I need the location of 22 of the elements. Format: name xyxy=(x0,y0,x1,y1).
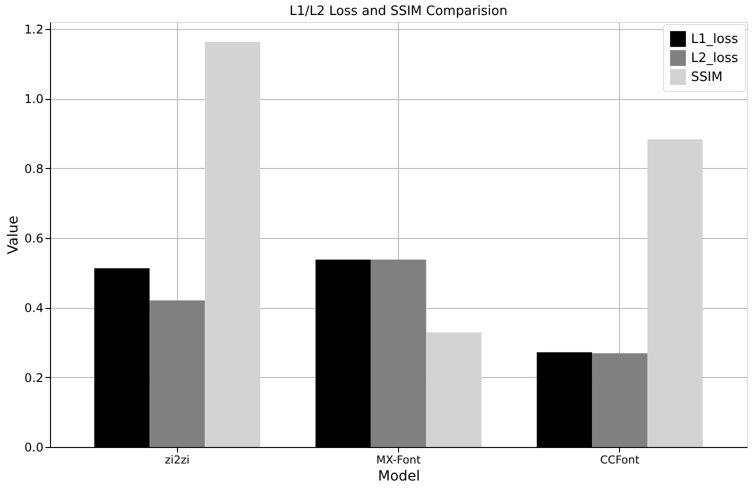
bar xyxy=(150,300,205,447)
bar xyxy=(426,332,482,447)
x-tick-label: MX-Font xyxy=(376,454,422,466)
y-tick-label: 0.2 xyxy=(24,370,44,385)
y-tick-label: 0.0 xyxy=(24,440,44,454)
bar xyxy=(204,42,260,447)
legend-label: L1_loss xyxy=(691,32,738,47)
chart-title: L1/L2 Loss and SSIM Comparision xyxy=(290,4,508,19)
y-tick-label: 0.8 xyxy=(24,162,44,176)
y-tick-label: 0.4 xyxy=(24,301,44,316)
legend-label: SSIM xyxy=(691,70,723,85)
x-tick-label: CCFont xyxy=(600,454,640,466)
bar xyxy=(647,139,703,447)
y-tick-label: 1.2 xyxy=(24,22,44,36)
bar xyxy=(370,260,426,447)
legend-label: L2_loss xyxy=(691,51,738,66)
x-tick-label: zi2zi xyxy=(164,454,190,466)
bar xyxy=(592,353,648,447)
y-axis-title: Value xyxy=(5,216,22,254)
y-tick-label: 0.6 xyxy=(24,231,44,246)
y-tick-label: 1.0 xyxy=(24,92,44,106)
x-axis-title: Model xyxy=(378,468,420,484)
